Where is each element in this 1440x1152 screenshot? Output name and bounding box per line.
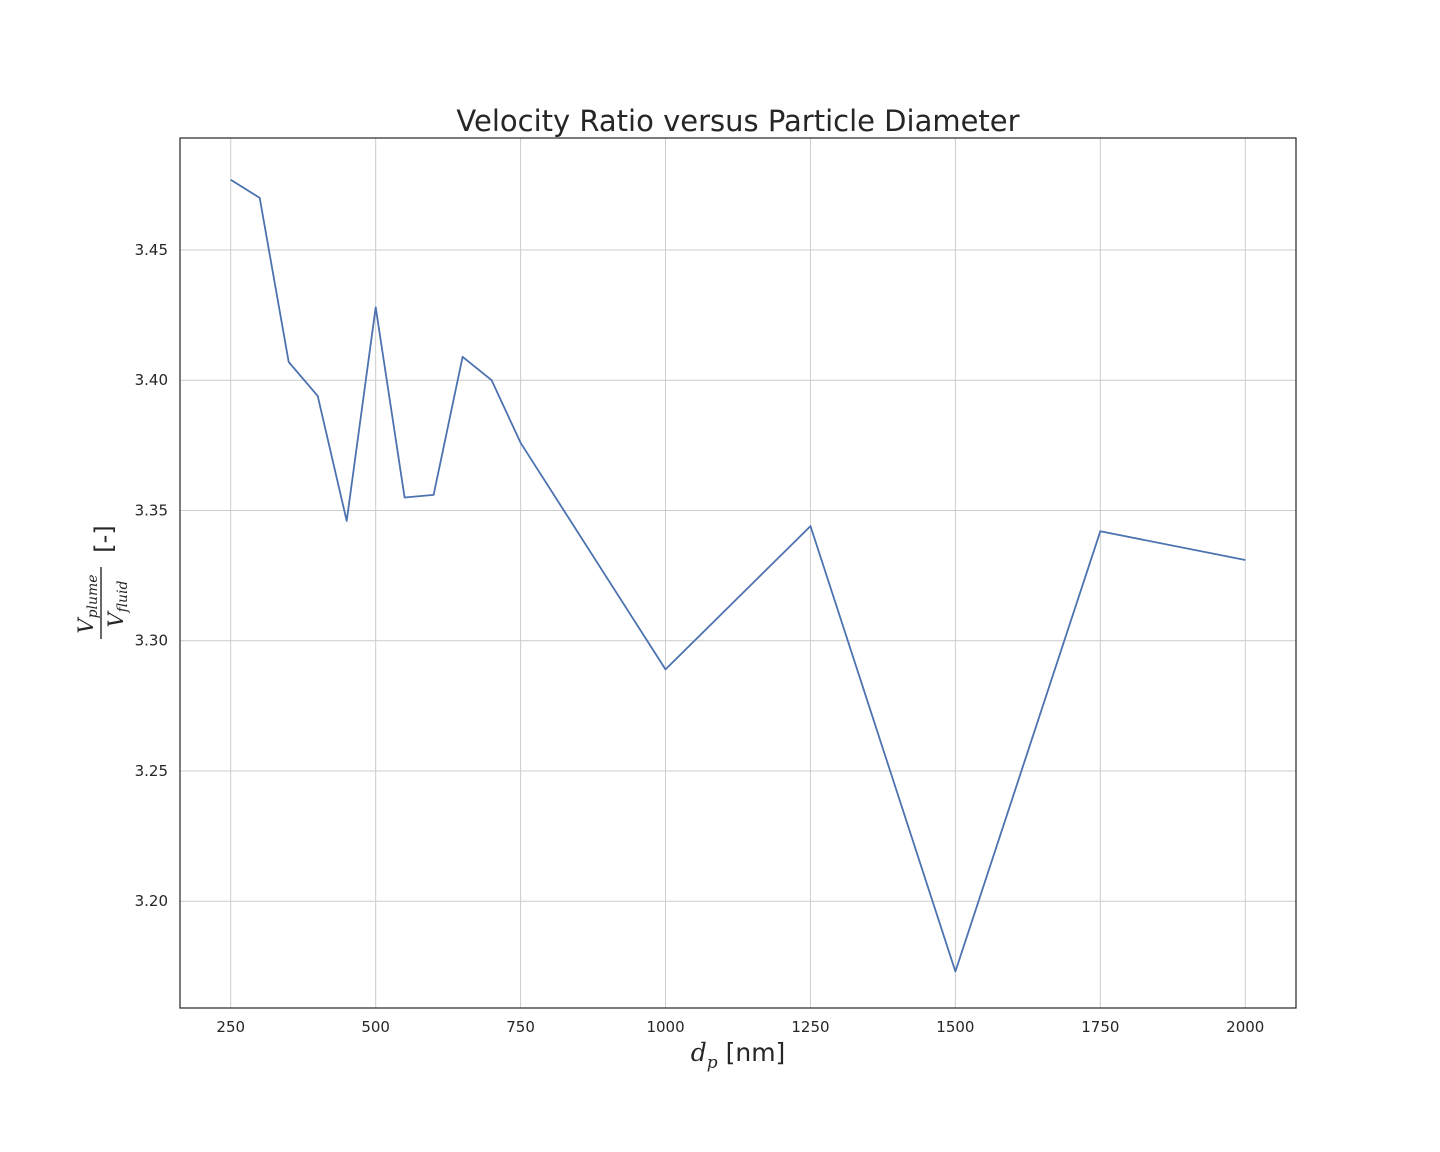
y-axis-label-unit: [-]: [90, 525, 118, 552]
series-layer: [230, 178, 1246, 973]
x-tick-label: 1500: [936, 1018, 974, 1036]
chart-title: Velocity Ratio versus Particle Diameter: [456, 104, 1019, 138]
grid-lines: [180, 138, 1296, 1008]
y-tick-label: 3.40: [135, 371, 168, 389]
x-tick-label: 500: [361, 1018, 390, 1036]
y-tick-label: 3.30: [135, 632, 168, 650]
plot-frame: [179, 137, 1297, 1009]
x-tick-label: 1750: [1081, 1018, 1119, 1036]
x-tick-label: 2000: [1226, 1018, 1264, 1036]
x-tick-label: 1250: [791, 1018, 829, 1036]
x-axis-label: dp [nm]: [691, 1038, 786, 1073]
x-tick-label: 250: [216, 1018, 245, 1036]
y-axis-label-numerator: Vplume: [74, 574, 101, 633]
y-tick-label: 3.35: [135, 501, 168, 519]
y-axis-label: Vplume Vfluid [-]: [74, 525, 131, 639]
y-tick-label: 3.45: [135, 241, 168, 259]
x-tick-label: 750: [506, 1018, 535, 1036]
y-tick-label: 3.20: [135, 892, 168, 910]
x-tick-label: 1000: [646, 1018, 684, 1036]
y-axis-label-denominator: Vfluid: [104, 580, 131, 627]
y-tick-label: 3.25: [135, 762, 168, 780]
y-axis-ticks: 3.20 3.25 3.30 3.35 3.40 3.45: [135, 241, 168, 910]
series-line: [230, 178, 1246, 973]
x-axis-ticks: 250 500 750 1000 1250 1500 1750 2000: [216, 1018, 1264, 1036]
